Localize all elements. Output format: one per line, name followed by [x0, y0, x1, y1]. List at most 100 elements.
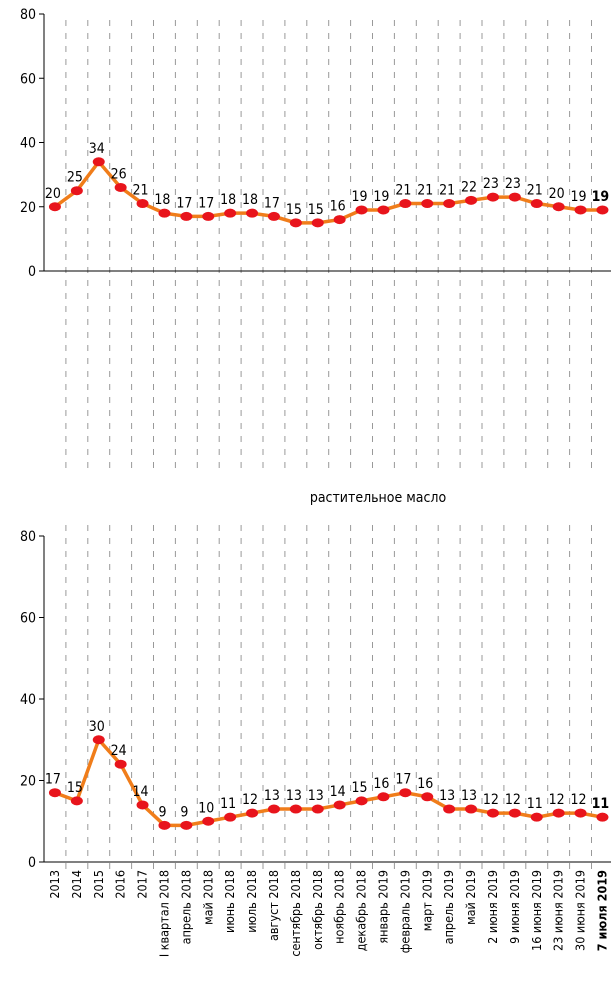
data-label: 16	[373, 776, 389, 792]
marker	[158, 208, 171, 218]
marker	[92, 157, 105, 167]
marker	[158, 820, 171, 830]
chart-title: растительное масло	[310, 490, 447, 506]
data-label: 12	[483, 792, 499, 808]
marker	[355, 796, 368, 806]
data-label: 23	[505, 176, 521, 192]
x-tick-label: 30 июня 2019	[573, 870, 588, 951]
marker	[48, 788, 61, 798]
marker	[377, 205, 390, 215]
x-tick-label: I квартал 2018	[156, 870, 171, 957]
data-label: 11	[592, 796, 610, 812]
x-tick-label: 2013	[47, 870, 62, 899]
marker	[530, 199, 543, 209]
marker	[202, 211, 215, 221]
y-tick-label: 40	[20, 136, 36, 152]
x-tick-label: октябрь 2018	[310, 870, 325, 950]
marker	[399, 788, 412, 798]
data-label: 15	[67, 780, 83, 796]
x-tick-label: 2017	[135, 870, 150, 899]
data-label: 19	[571, 189, 587, 205]
marker	[114, 182, 127, 192]
marker	[311, 218, 324, 228]
marker	[552, 202, 565, 212]
data-label: 18	[242, 192, 258, 208]
data-label: 12	[242, 792, 258, 808]
y-tick-label: 20	[20, 774, 36, 790]
x-tick-label: ноябрь 2018	[332, 870, 347, 944]
data-label: 12	[549, 792, 565, 808]
data-label: 15	[286, 202, 302, 218]
y-tick-label: 20	[20, 200, 36, 216]
marker	[224, 812, 237, 822]
data-label: 17	[45, 772, 61, 788]
x-tick-label: 23 июня 2019	[551, 870, 566, 951]
y-tick-label: 80	[20, 7, 36, 23]
data-label: 17	[198, 195, 214, 211]
data-label: 13	[461, 788, 477, 804]
data-label: 17	[176, 195, 192, 211]
data-label: 30	[89, 719, 105, 735]
marker	[92, 735, 105, 745]
data-label: 9	[158, 804, 166, 820]
data-label: 21	[417, 183, 433, 199]
data-label: 19	[592, 189, 610, 205]
x-tick-label: 2 июня 2019	[485, 870, 500, 944]
y-tick-label: 80	[20, 529, 36, 545]
marker	[224, 208, 237, 218]
marker	[355, 205, 368, 215]
x-tick-label: май 2018	[200, 870, 215, 925]
data-label: 13	[439, 788, 455, 804]
marker	[596, 205, 609, 215]
marker	[333, 215, 346, 225]
marker	[508, 808, 521, 818]
data-label: 19	[373, 189, 389, 205]
marker	[311, 804, 324, 814]
marker	[486, 192, 499, 202]
data-label: 12	[571, 792, 587, 808]
x-tick-label: июль 2018	[244, 870, 259, 933]
data-label: 15	[308, 202, 324, 218]
data-label: 20	[45, 186, 61, 202]
x-tick-label: апрель 2019	[441, 870, 456, 944]
x-tick-label: июнь 2018	[222, 870, 237, 933]
data-label: 22	[461, 179, 477, 195]
data-label: 11	[527, 796, 543, 812]
marker	[443, 199, 456, 209]
marker	[70, 796, 83, 806]
marker	[136, 199, 149, 209]
marker	[443, 804, 456, 814]
data-label: 16	[417, 776, 433, 792]
data-label: 18	[220, 192, 236, 208]
x-tick-label: август 2018	[266, 870, 281, 941]
marker	[333, 800, 346, 810]
data-label: 21	[133, 183, 149, 199]
marker	[136, 800, 149, 810]
data-label: 13	[286, 788, 302, 804]
marker	[48, 202, 61, 212]
x-tick-label: февраль 2019	[397, 870, 412, 953]
y-tick-label: 0	[28, 264, 36, 280]
marker	[289, 804, 302, 814]
marker	[180, 211, 193, 221]
marker	[246, 808, 259, 818]
data-label: 14	[133, 784, 149, 800]
x-tick-label: декабрь 2018	[354, 870, 369, 951]
x-tick-label: апрель 2018	[178, 870, 193, 944]
marker	[289, 218, 302, 228]
data-label: 26	[111, 166, 127, 182]
marker	[421, 199, 434, 209]
x-tick-label: январь 2019	[375, 870, 390, 944]
data-label: 11	[220, 796, 236, 812]
data-label: 19	[352, 189, 368, 205]
data-label: 13	[264, 788, 280, 804]
y-tick-label: 60	[20, 611, 36, 627]
data-label: 10	[198, 800, 214, 816]
marker	[70, 186, 83, 196]
y-tick-label: 0	[28, 855, 36, 871]
x-tick-label: 2014	[69, 870, 84, 899]
marker	[180, 820, 193, 830]
data-label: 14	[330, 784, 346, 800]
marker	[267, 211, 280, 221]
